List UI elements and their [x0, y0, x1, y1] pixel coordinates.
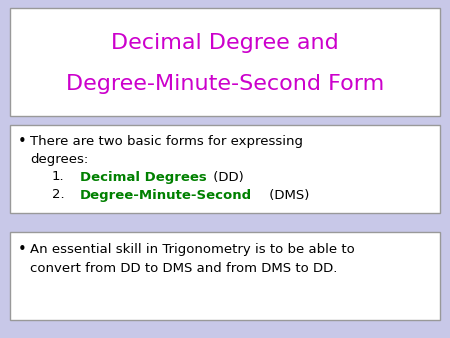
Text: An essential skill in Trigonometry is to be able to: An essential skill in Trigonometry is to… [30, 243, 355, 257]
Text: Decimal Degrees: Decimal Degrees [80, 170, 207, 184]
Text: 1.: 1. [52, 170, 65, 184]
Text: (DD): (DD) [209, 170, 244, 184]
Text: (DMS): (DMS) [265, 189, 310, 201]
Text: 2.: 2. [52, 189, 65, 201]
Text: Degree-Minute-Second Form: Degree-Minute-Second Form [66, 74, 384, 94]
FancyBboxPatch shape [10, 8, 440, 116]
FancyBboxPatch shape [10, 232, 440, 320]
Text: Decimal Degree and: Decimal Degree and [111, 33, 339, 53]
Text: Degree-Minute-Second: Degree-Minute-Second [80, 189, 252, 201]
Text: There are two basic forms for expressing: There are two basic forms for expressing [30, 136, 303, 148]
Text: degrees:: degrees: [30, 152, 88, 166]
FancyBboxPatch shape [10, 125, 440, 213]
Text: •: • [18, 135, 27, 149]
Text: •: • [18, 242, 27, 258]
Text: convert from DD to DMS and from DMS to DD.: convert from DD to DMS and from DMS to D… [30, 262, 338, 274]
